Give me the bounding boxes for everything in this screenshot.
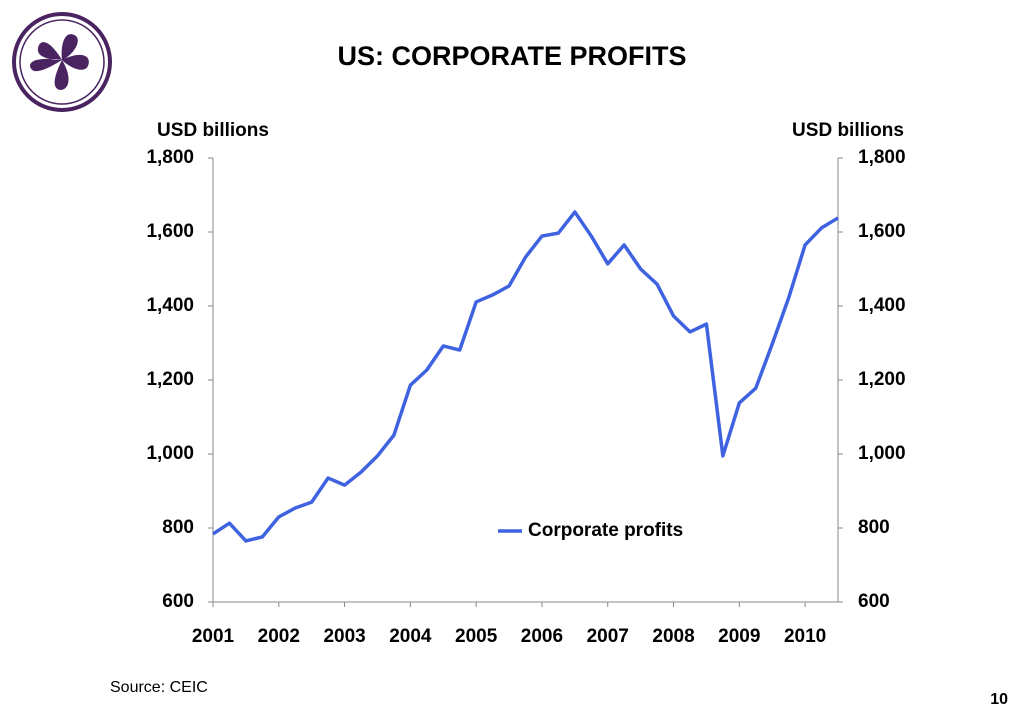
y-axis-label: USD billions xyxy=(157,120,269,141)
x-tick-label: 2010 xyxy=(784,626,826,647)
y2-tick-label: 1,000 xyxy=(858,443,906,464)
chart-title: US: CORPORATE PROFITS xyxy=(337,41,686,71)
x-tick-label: 2006 xyxy=(521,626,563,647)
x-tick-label: 2004 xyxy=(389,626,432,647)
x-tick-label: 2003 xyxy=(323,626,365,647)
data-line xyxy=(212,210,839,543)
x-tick-label: 2001 xyxy=(192,626,235,647)
y-tick-label: 1,800 xyxy=(146,147,194,168)
y2-tick-label: 1,600 xyxy=(858,221,906,242)
y-tick-label: 1,000 xyxy=(146,443,194,464)
y-tick-label: 800 xyxy=(162,517,194,538)
x-tick-label: 2008 xyxy=(652,626,694,647)
y2-tick-label: 1,200 xyxy=(858,369,906,390)
y2-tick-label: 600 xyxy=(858,591,890,612)
y2-axis-label: USD billions xyxy=(792,120,904,141)
y2-tick-label: 800 xyxy=(858,517,890,538)
y-tick-label: 600 xyxy=(162,591,194,612)
y2-tick-label: 1,800 xyxy=(858,147,906,168)
logo xyxy=(12,12,112,112)
y-tick-label: 1,600 xyxy=(146,221,194,242)
y-tick-label: 1,400 xyxy=(146,295,194,316)
page-number: 10 xyxy=(990,691,1008,708)
source-note: Source: CEIC xyxy=(110,679,208,696)
x-tick-label: 2009 xyxy=(718,626,760,647)
x-tick-label: 2007 xyxy=(587,626,629,647)
y-tick-label: 1,200 xyxy=(146,369,194,390)
x-tick-label: 2002 xyxy=(258,626,300,647)
y2-tick-label: 1,400 xyxy=(858,295,906,316)
legend-label: Corporate profits xyxy=(528,520,683,541)
x-tick-label: 2005 xyxy=(455,626,498,647)
